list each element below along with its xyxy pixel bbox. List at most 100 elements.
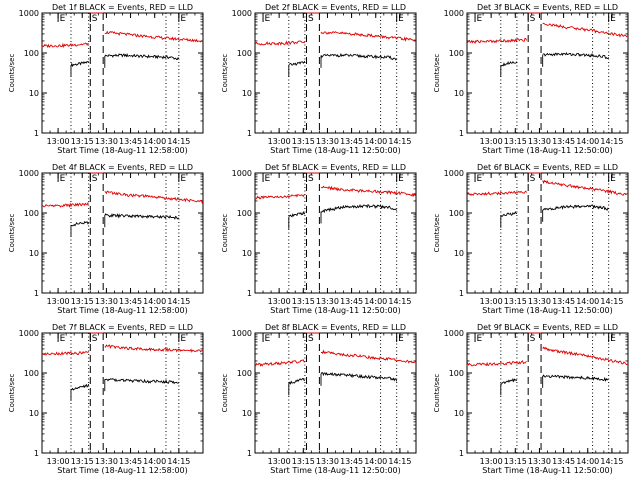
x-tick-label: 13:30	[316, 137, 339, 146]
series-events-segment	[542, 204, 609, 211]
panel-8: Det 8f BLACK = Events, RED = LLD 1 10 100 10…	[221, 323, 417, 475]
y-tick-label: 10	[242, 409, 252, 418]
marker-label: E	[610, 14, 616, 24]
x-axis-label: Start Time (18-Aug-11 12:50:00)	[482, 466, 613, 475]
y-tick-label: 10	[29, 409, 39, 418]
y-axis-label: Counts/sec	[221, 214, 229, 253]
panel-4: Det 4f BLACK = Events, RED = LLD 1 10 100 10…	[8, 163, 204, 315]
x-axis-label: Start Time (18-Aug-11 12:50:00)	[482, 146, 613, 155]
series-lld-segment	[320, 185, 417, 198]
panel-title: Det 3f BLACK = Events, RED = LLD	[477, 3, 618, 12]
x-axis-label: Start Time (18-Aug-11 12:58:00)	[57, 146, 188, 155]
series-lld-segment	[104, 344, 204, 353]
marker-label: E	[477, 334, 483, 344]
x-tick-label: 13:30	[528, 457, 551, 466]
y-axis-label: Counts/sec	[8, 54, 16, 93]
series-events-segment	[70, 383, 90, 391]
series-lld-segment	[321, 349, 417, 364]
y-axis-label: Counts/sec	[221, 54, 229, 93]
marker-label: E	[398, 174, 404, 184]
x-tick-label: 14:15	[167, 137, 190, 146]
x-tick-label: 13:30	[95, 297, 118, 306]
marker-label: E	[265, 334, 271, 344]
x-tick-label: 13:45	[552, 457, 575, 466]
x-tick-label: 14:00	[364, 457, 387, 466]
series-events-segment	[104, 378, 180, 385]
x-tick-label: 14:00	[576, 297, 599, 306]
x-tick-label: 13:00	[47, 137, 70, 146]
y-tick-label: 100	[24, 49, 39, 58]
series-lld-segment	[255, 359, 305, 367]
y-axis-label: Counts/sec	[8, 374, 16, 413]
series-events-segment	[288, 378, 306, 385]
x-tick-label: 13:45	[340, 137, 363, 146]
panel-2: Det 2f BLACK = Events, RED = LLD 1 10 100 10…	[221, 3, 417, 155]
x-tick-label: 13:45	[340, 457, 363, 466]
x-tick-label: 14:00	[364, 137, 387, 146]
x-tick-label: 13:00	[480, 457, 503, 466]
y-axis-label: Counts/sec	[8, 214, 16, 253]
y-tick-label: 1	[247, 289, 252, 298]
series-lld-segment	[104, 30, 204, 43]
series-events-segment	[70, 220, 90, 227]
x-tick-label: 13:45	[340, 297, 363, 306]
x-tick-label: 13:30	[95, 137, 118, 146]
y-axis-label: Counts/sec	[433, 54, 441, 93]
y-tick-label: 1000	[19, 9, 39, 18]
x-tick-label: 13:15	[504, 137, 527, 146]
x-tick-label: 13:00	[47, 457, 70, 466]
x-tick-label: 14:00	[576, 457, 599, 466]
series-events-segment	[542, 51, 610, 60]
x-tick-label: 14:00	[143, 137, 166, 146]
series-events-segment	[104, 53, 180, 61]
x-axis-label: Start Time (18-Aug-11 12:50:00)	[270, 306, 401, 315]
series-events-segment	[320, 204, 398, 214]
y-tick-label: 100	[237, 209, 252, 218]
series-lld-segment	[466, 190, 527, 196]
marker-label: S	[308, 334, 314, 344]
marker-label: E	[610, 174, 616, 184]
panel-5: Det 5f BLACK = Events, RED = LLD 1 10 100 10…	[221, 163, 417, 315]
y-tick-label: 1000	[444, 329, 464, 338]
x-tick-label: 13:15	[71, 297, 94, 306]
series-lld-segment	[320, 30, 417, 43]
x-axis-label: Start Time (18-Aug-11 12:58:00)	[57, 306, 188, 315]
panel-title: Det 5f BLACK = Events, RED = LLD	[265, 163, 406, 172]
x-tick-label: 14:15	[600, 137, 623, 146]
x-tick-label: 14:00	[143, 297, 166, 306]
panel-title: Det 6f BLACK = Events, RED = LLD	[477, 163, 618, 172]
x-tick-label: 14:15	[600, 297, 623, 306]
marker-label: E	[60, 334, 66, 344]
series-events-segment	[500, 377, 518, 385]
y-tick-label: 1000	[444, 9, 464, 18]
x-tick-label: 13:00	[480, 137, 503, 146]
x-tick-label: 14:15	[167, 297, 190, 306]
x-axis-label: Start Time (18-Aug-11 12:50:00)	[270, 466, 401, 475]
y-tick-label: 1000	[232, 169, 252, 178]
panel-title: Det 7f BLACK = Events, RED = LLD	[52, 323, 193, 332]
series-lld-segment	[542, 346, 629, 366]
series-events-segment	[70, 60, 89, 68]
series-lld-segment	[41, 350, 89, 356]
series-lld-segment	[104, 190, 204, 204]
marker-label: S	[92, 14, 98, 24]
x-tick-label: 13:30	[528, 297, 551, 306]
x-tick-label: 13:45	[119, 457, 142, 466]
y-tick-label: 100	[24, 209, 39, 218]
x-tick-label: 14:00	[143, 457, 166, 466]
x-tick-label: 13:15	[504, 457, 527, 466]
y-tick-label: 10	[29, 249, 39, 258]
x-tick-label: 13:30	[316, 297, 339, 306]
x-tick-label: 13:15	[292, 457, 315, 466]
x-axis-label: Start Time (18-Aug-11 12:58:00)	[57, 466, 188, 475]
y-tick-label: 1000	[232, 329, 252, 338]
x-tick-label: 14:15	[388, 457, 411, 466]
marker-label: E	[265, 14, 271, 24]
y-tick-label: 10	[454, 89, 464, 98]
series-lld-segment	[466, 37, 528, 44]
x-tick-label: 13:00	[268, 457, 291, 466]
marker-label: E	[180, 334, 186, 344]
x-tick-label: 14:15	[167, 457, 190, 466]
panel-title: Det 2f BLACK = Events, RED = LLD	[265, 3, 406, 12]
